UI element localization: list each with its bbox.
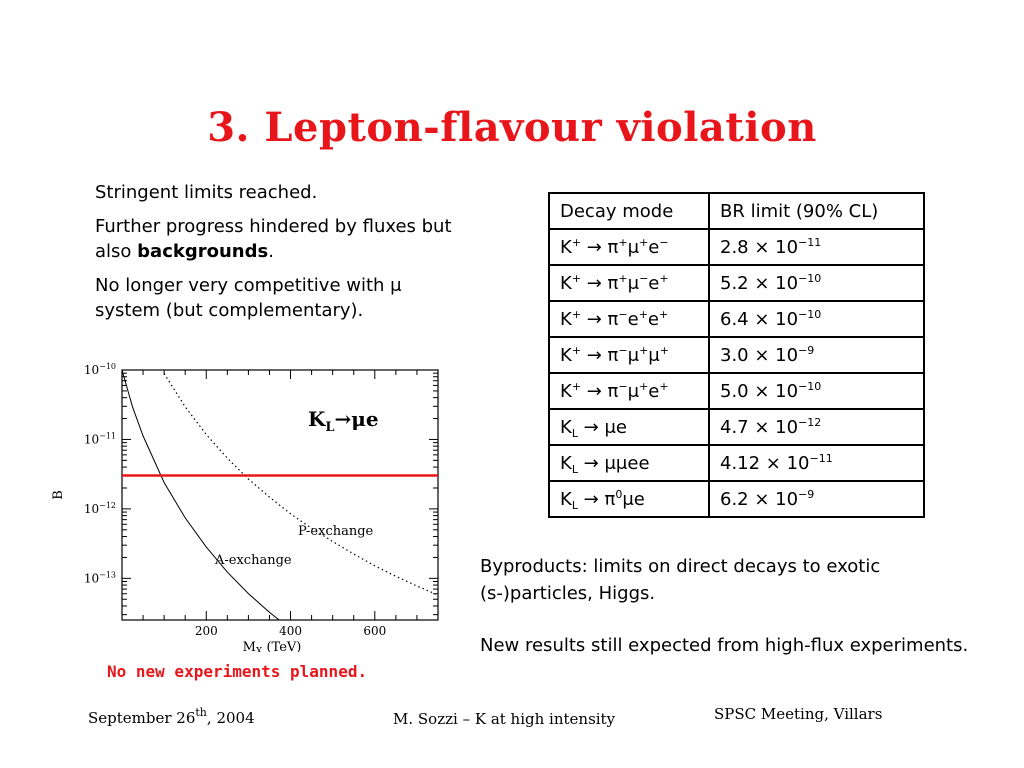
br-limit-cell: 4.12 × 10−11 <box>708 444 925 482</box>
decay-mode-cell: KL → μμee <box>548 444 710 482</box>
br-limit-cell: 2.8 × 10−11 <box>708 228 925 266</box>
decay-mode-cell: K+ → π−μ+μ+ <box>548 336 710 374</box>
bullet-further-progress-text: Further progress hindered by fluxes but … <box>95 216 452 262</box>
table-row: KL → μμee 4.12 × 10−11 <box>548 444 925 482</box>
table-row: K+ → π−e+e+ 6.4 × 10−10 <box>548 300 925 338</box>
table-header-decay-mode: Decay mode <box>548 192 710 230</box>
p-exchange-curve <box>163 373 438 596</box>
footer-date-ordinal: th <box>195 706 207 719</box>
decay-mode-cell: KL → μe <box>548 408 710 446</box>
decay-mode-cell: K+ → π+μ−e+ <box>548 264 710 302</box>
bullet-further-progress-period: . <box>268 241 274 262</box>
footer-date: September 26th, 2004 <box>88 706 255 727</box>
table-row: KL → π0μe 6.2 × 10−9 <box>548 480 925 518</box>
y-axis-label: B <box>51 490 66 500</box>
bullet-not-competitive: No longer very competitive with μ system… <box>95 275 402 321</box>
byproducts-text: Byproducts: limits on direct decays to e… <box>480 556 881 604</box>
p-exchange-label: P-exchange <box>298 524 374 539</box>
footer-date-prefix: September 26 <box>88 709 196 727</box>
decay-mode-cell: K+ → π+μ+e− <box>548 228 710 266</box>
decay-mode-cell: KL → π0μe <box>548 480 710 518</box>
decay-annotation: KL→μe <box>308 407 379 435</box>
table-row: KL → μe 4.7 × 10−12 <box>548 408 925 446</box>
new-results-text: New results still expected from high-flu… <box>480 635 969 656</box>
br-limit-cell: 5.0 × 10−10 <box>708 372 925 410</box>
br-limit-cell: 6.4 × 10−10 <box>708 300 925 338</box>
table-header-br-limit: BR limit (90% CL) <box>708 192 925 230</box>
x-tick-label: 400 <box>279 624 302 638</box>
table-body: K+ → π+μ+e− 2.8 × 10−11 K+ → π+μ−e+ 5.2 × 1… <box>548 228 925 518</box>
bullet-further-progress: Further progress hindered by fluxes but … <box>95 214 455 264</box>
br-limit-cell: 4.7 × 10−12 <box>708 408 925 446</box>
br-limit-cell: 5.2 × 10−10 <box>708 264 925 302</box>
table-row: K+ → π+μ−e+ 5.2 × 10−10 <box>548 264 925 302</box>
x-tick-label: 200 <box>195 624 218 638</box>
plot-frame <box>121 369 439 621</box>
table-header-row: Decay mode BR limit (90% CL) <box>548 192 925 230</box>
x-tick-label: 600 <box>363 624 386 638</box>
table-row: K+ → π−μ+e+ 5.0 × 10−10 <box>548 372 925 410</box>
footer-meeting: SPSC Meeting, Villars <box>714 705 883 723</box>
y-tick-label: 10−12 <box>84 501 116 516</box>
x-axis-label: MX (TeV) <box>243 640 302 652</box>
slide-title: 3. Lepton-flavour violation <box>207 104 817 151</box>
y-tick-label: 10−10 <box>84 362 116 377</box>
left-bullets: Stringent limits reached. Further progre… <box>95 180 455 332</box>
decay-mode-cell: K+ → π−e+e+ <box>548 300 710 338</box>
no-new-experiments-warning: No new experiments planned. <box>107 662 368 681</box>
decay-mode-cell: K+ → π−μ+e+ <box>548 372 710 410</box>
y-tick-label: 10−13 <box>84 570 116 585</box>
branching-ratio-plot: 10−10 10−11 10−12 10−13 200 400 600 B MX (TeV) P-… <box>51 362 439 652</box>
y-tick-label: 10−11 <box>84 431 116 446</box>
table-row: K+ → π+μ+e− 2.8 × 10−11 <box>548 228 925 266</box>
bullet-backgrounds-bold: backgrounds <box>137 241 269 262</box>
bullet-stringent-limits: Stringent limits reached. <box>95 182 318 203</box>
footer-author: M. Sozzi – K at high intensity <box>393 710 616 728</box>
table-row: K+ → π−μ+μ+ 3.0 × 10−9 <box>548 336 925 374</box>
footer-date-year: , 2004 <box>206 709 255 727</box>
a-exchange-curve <box>122 370 280 620</box>
br-limit-cell: 6.2 × 10−9 <box>708 480 925 518</box>
br-limits-table: Decay mode BR limit (90% CL) K+ → π+μ+e−… <box>548 192 925 518</box>
br-limit-cell: 3.0 × 10−9 <box>708 336 925 374</box>
a-exchange-label: A-exchange <box>214 553 292 568</box>
